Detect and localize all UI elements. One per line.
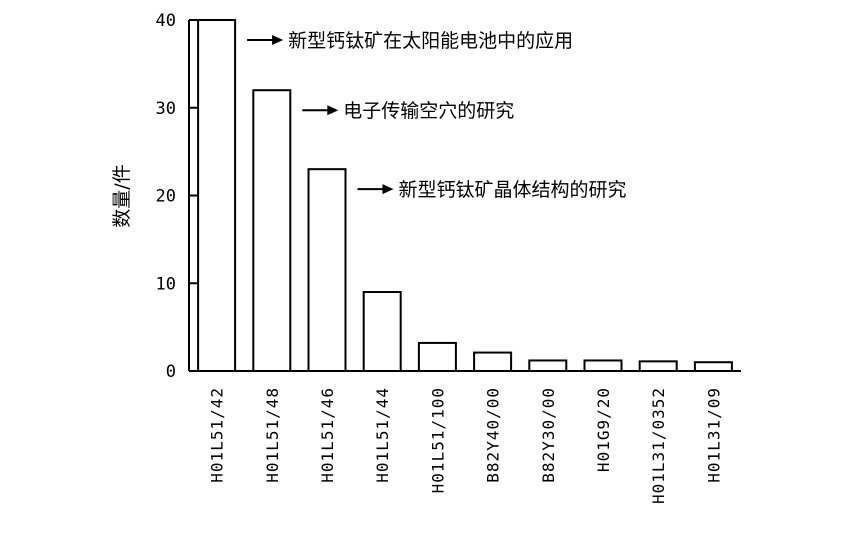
bar [528,359,568,373]
x-category-label: H01L31/0352 [649,387,668,504]
y-tick-label: 30 [156,99,176,119]
y-axis-title: 数量/件 [111,164,133,227]
y-tick-label: 10 [156,274,176,294]
x-category-label: B82Y40/00 [484,387,503,483]
x-category-label: H01G9/20 [594,387,613,472]
y-tick-label: 20 [156,187,176,207]
annotation-arrow-head [382,184,394,195]
x-category-label: H01L31/09 [704,387,723,483]
bar [473,351,513,373]
annotation-text: 新型钙钛矿晶体结构的研究 [399,179,627,201]
bar [197,19,237,372]
bar [307,168,347,372]
bar [417,341,457,373]
x-category-label: B82Y30/00 [539,387,558,483]
annotation-arrow-head [272,35,284,45]
bar [362,291,402,372]
bar [693,361,733,373]
bar [638,360,678,373]
annotation-text: 新型钙钛矿在太阳能电池中的应用 [288,30,573,52]
y-tick-label: 40 [156,11,176,31]
annotation-arrow-head [327,105,339,116]
bar [583,359,623,373]
bar [252,89,292,372]
x-category-label: H01L51/42 [208,387,227,483]
x-category-label: H01L51/100 [428,387,447,493]
annotation-text: 电子传输空穴的研究 [343,100,514,122]
plot-area: 0 10 20 30 40 H01L51/42 H01L51/48 H01L51/46 H01L… [156,11,741,504]
x-category-label: H01L51/46 [318,387,337,483]
y-tick-label: 0 [166,362,176,382]
x-category-label: H01L51/48 [263,387,282,483]
x-category-label: H01L51/44 [373,387,392,483]
